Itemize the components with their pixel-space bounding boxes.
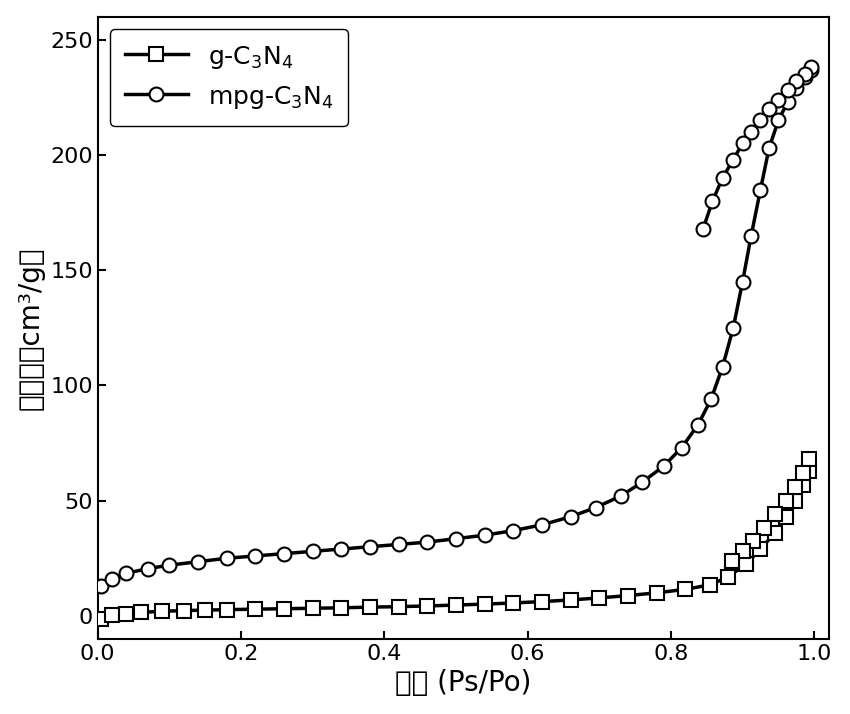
X-axis label: 压力 (Ps/Po): 压力 (Ps/Po): [395, 669, 531, 698]
Legend: g-C$_3$N$_4$, mpg-C$_3$N$_4$: g-C$_3$N$_4$, mpg-C$_3$N$_4$: [110, 29, 348, 126]
Y-axis label: 吸附量（cm³/g）: 吸附量（cm³/g）: [17, 246, 45, 410]
